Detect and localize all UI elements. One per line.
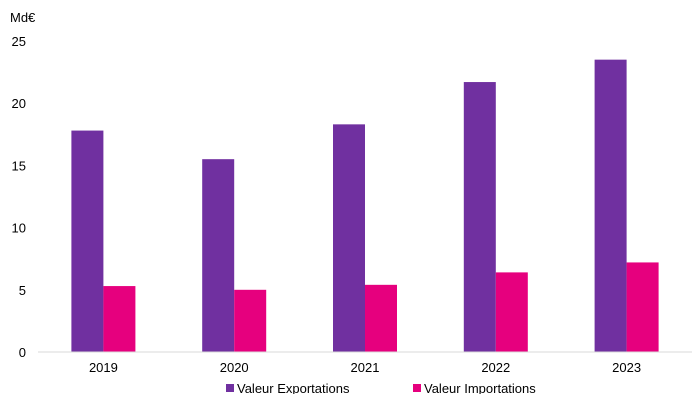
y-tick-label: 10	[12, 221, 26, 236]
x-axis: 2019 2020 2021 2022 2023	[89, 360, 641, 375]
x-tick-label: 2019	[89, 360, 118, 375]
x-tick-label: 2020	[220, 360, 249, 375]
legend-swatch	[413, 384, 421, 392]
bar-exportations-2020	[202, 159, 235, 352]
bars-group	[71, 59, 659, 353]
y-axis: 0 5 10 15 20 25	[12, 34, 26, 360]
bar-exportations-2021	[333, 124, 365, 353]
y-tick-label: 0	[19, 345, 26, 360]
bar-exportations-2023	[594, 59, 627, 352]
bar-importations-2020	[234, 289, 267, 352]
y-tick-label: 20	[12, 96, 26, 111]
x-tick-label: 2021	[351, 360, 380, 375]
legend-swatch	[226, 384, 234, 392]
x-tick-label: 2023	[612, 360, 641, 375]
y-tick-label: 5	[19, 283, 26, 298]
x-tick-label: 2022	[481, 360, 510, 375]
y-tick-label: 15	[12, 158, 26, 173]
bar-importations-2023	[626, 262, 659, 352]
bar-exportations-2019	[71, 130, 104, 352]
bar-importations-2021	[365, 284, 397, 352]
bar-importations-2022	[495, 272, 528, 352]
bar-importations-2019	[103, 286, 136, 352]
legend-label: Valeur Exportations	[237, 381, 350, 394]
bar-exportations-2022	[463, 82, 496, 352]
y-unit-label: Md€	[10, 10, 36, 25]
legend-label: Valeur Importations	[424, 381, 536, 394]
y-tick-label: 25	[12, 34, 26, 49]
legend: Valeur Exportations Valeur Importations	[226, 381, 536, 394]
